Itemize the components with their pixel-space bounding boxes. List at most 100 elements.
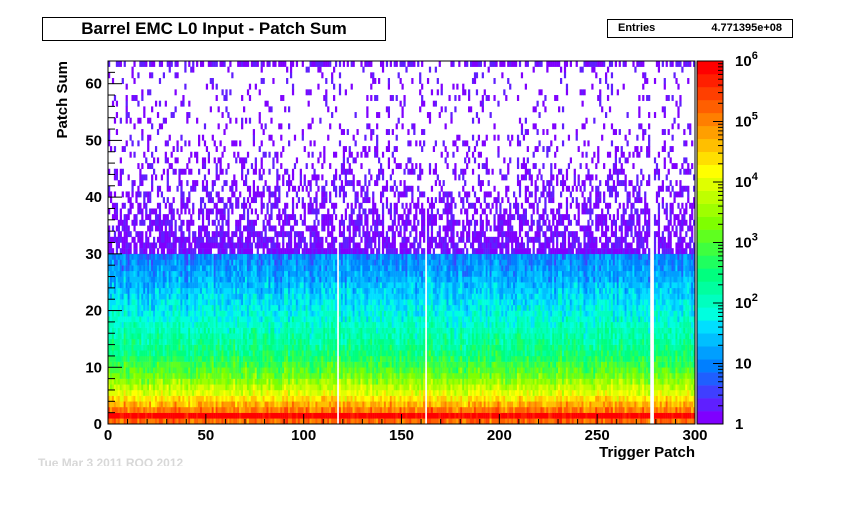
heatmap-cell — [149, 197, 152, 204]
heatmap-cell — [108, 191, 111, 198]
heatmap-cell — [180, 270, 183, 277]
heatmap-cell — [254, 197, 257, 204]
heatmap-cell — [121, 219, 124, 226]
heatmap-cell — [131, 299, 134, 306]
heatmap-cell — [321, 265, 324, 272]
heatmap-cell — [331, 72, 334, 79]
heatmap-cell — [313, 208, 316, 215]
heatmap-cell — [299, 242, 302, 249]
heatmap-cell — [182, 95, 185, 101]
heatmap-cell — [262, 265, 265, 272]
heatmap-cell — [199, 378, 203, 385]
heatmap-cell — [313, 412, 316, 419]
heatmap-cell — [201, 265, 205, 272]
heatmap-cell — [319, 401, 322, 408]
heatmap-cell — [119, 276, 122, 283]
heatmap-cell — [276, 168, 279, 175]
heatmap-cell — [113, 146, 117, 152]
heatmap-cell — [211, 242, 214, 249]
heatmap-cell — [331, 418, 334, 425]
heatmap-cell — [239, 231, 242, 238]
heatmap-cell — [215, 174, 218, 181]
heatmap-cell — [272, 389, 275, 396]
heatmap-cell — [109, 299, 113, 306]
heatmap-cell — [127, 327, 130, 334]
heatmap-cell — [305, 242, 308, 249]
heatmap-cell — [315, 236, 318, 243]
heatmap-cell — [170, 406, 173, 413]
heatmap-cell — [270, 418, 273, 425]
heatmap-cell — [288, 316, 291, 323]
heatmap-cell — [286, 219, 289, 226]
heatmap-cell — [305, 338, 308, 345]
heatmap-cell — [262, 236, 265, 243]
heatmap-cell — [125, 282, 128, 289]
heatmap-cell — [321, 276, 324, 283]
heatmap-cell — [153, 378, 156, 385]
heatmap-cell — [344, 174, 347, 181]
heatmap-cell — [342, 265, 346, 272]
heatmap-cell — [325, 361, 328, 368]
heatmap-cell — [147, 287, 150, 294]
heatmap-cell — [160, 242, 164, 249]
heatmap-cell — [256, 231, 259, 238]
heatmap-cell — [323, 333, 326, 340]
heatmap-cell — [160, 287, 164, 294]
heatmap-cell — [333, 418, 336, 425]
heatmap-cell — [321, 282, 324, 289]
heatmap-cell — [317, 367, 320, 374]
heatmap-cell — [213, 180, 216, 187]
heatmap-cell — [334, 418, 338, 425]
heatmap-cell — [145, 276, 148, 283]
heatmap-cell — [315, 180, 318, 187]
heatmap-cell — [288, 259, 291, 266]
heatmap-cell — [331, 265, 334, 272]
heatmap-cell — [123, 202, 126, 209]
heatmap-cell — [133, 287, 136, 294]
heatmap-cell — [141, 282, 144, 289]
heatmap-cell — [156, 276, 160, 283]
heatmap-cell — [231, 418, 234, 425]
heatmap-cell — [256, 406, 259, 413]
heatmap-cell — [190, 355, 193, 362]
heatmap-cell — [198, 236, 201, 243]
heatmap-cell — [243, 372, 246, 379]
heatmap-cell — [139, 276, 142, 283]
heatmap-cell — [133, 61, 136, 67]
heatmap-cell — [262, 367, 265, 374]
heatmap-cell — [205, 418, 209, 425]
heatmap-cell — [297, 401, 301, 408]
heatmap-cell — [295, 304, 299, 311]
heatmap-cell — [115, 168, 119, 175]
heatmap-cell — [223, 146, 226, 152]
heatmap-cell — [115, 129, 119, 135]
heatmap-cell — [172, 248, 175, 255]
heatmap-cell — [329, 361, 332, 368]
heatmap-cell — [303, 293, 306, 300]
heatmap-cell — [264, 242, 267, 249]
heatmap-cell — [176, 389, 179, 396]
heatmap-cell — [313, 253, 316, 260]
heatmap-cell — [262, 78, 265, 84]
heatmap-cell — [233, 253, 236, 260]
heatmap-cell — [178, 333, 181, 340]
heatmap-cell — [278, 270, 281, 277]
heatmap-cell — [151, 282, 154, 289]
heatmap-cell — [329, 123, 332, 130]
heatmap-cell — [288, 287, 291, 294]
heatmap-cell — [307, 123, 310, 130]
heatmap-cell — [301, 304, 304, 311]
heatmap-cell — [223, 418, 226, 425]
heatmap-cell — [133, 304, 136, 311]
heatmap-cell — [235, 117, 238, 124]
heatmap-cell — [286, 327, 289, 334]
heatmap-cell — [270, 389, 273, 396]
heatmap-cell — [258, 333, 261, 340]
heatmap-cell — [334, 406, 338, 413]
heatmap-cell — [235, 338, 238, 345]
heatmap-cell — [135, 270, 138, 277]
heatmap-cell — [262, 401, 265, 408]
heatmap-cell — [282, 61, 285, 67]
heatmap-cell — [244, 338, 248, 345]
heatmap-cell — [162, 293, 165, 300]
